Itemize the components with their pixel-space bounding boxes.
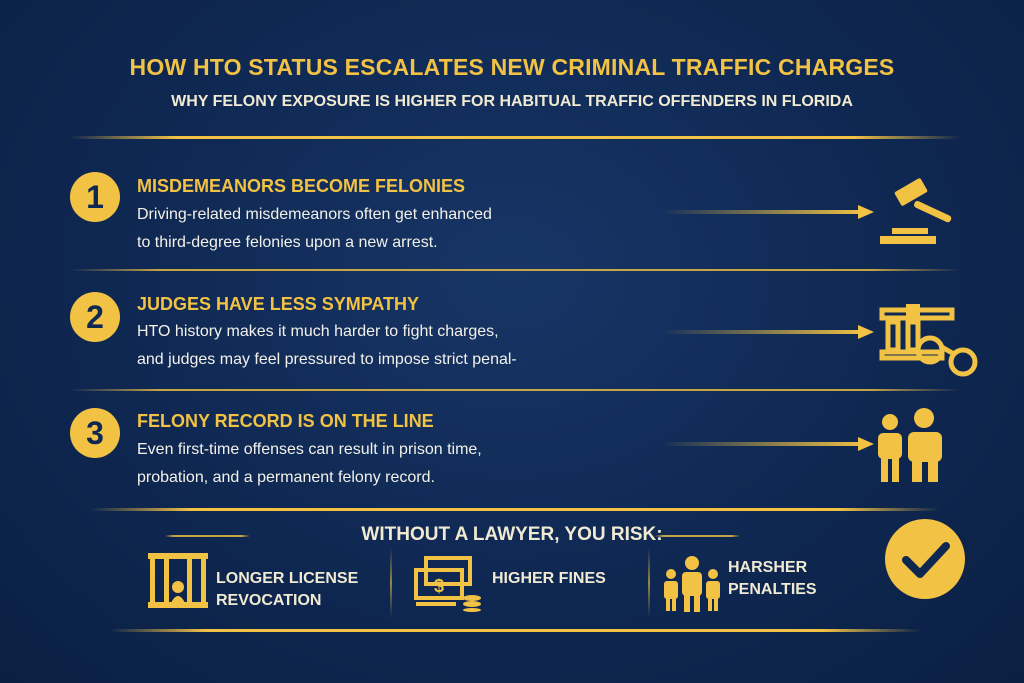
step-description: HTO history makes it much harder to figh…	[137, 318, 617, 374]
description-line: and judges may feel pressured to impose …	[137, 351, 517, 368]
risk-label: HIGHER FINES	[492, 570, 606, 587]
arrow-icon	[660, 325, 874, 339]
step-number: 3	[70, 408, 120, 458]
risk-title: WITHOUT A LAWYER, YOU RISK:	[361, 524, 663, 545]
divider	[648, 548, 650, 618]
risk-item: LONGER LICENSE REVOCATION	[216, 568, 358, 612]
risk-label: PENALTIES	[728, 581, 817, 598]
description-line: probation, and a permanent felony record…	[137, 469, 435, 486]
step-description: Driving-related misdemeanors often get e…	[137, 201, 617, 257]
description-line: Even first-time offenses can result in p…	[137, 441, 482, 458]
divider	[90, 508, 940, 511]
people-icon	[878, 408, 942, 482]
risk-label: REVOCATION	[216, 592, 322, 609]
jail-icon	[148, 553, 208, 608]
page-title: HOW HTO STATUS ESCALATES NEW CRIMINAL TR…	[129, 54, 895, 80]
svg-text:$: $	[434, 576, 444, 596]
divider	[70, 136, 960, 139]
risk-label: HARSHER	[728, 559, 808, 576]
step-description: Even first-time offenses can result in p…	[137, 436, 617, 492]
step-heading: JUDGES HAVE LESS SYMPATHY	[137, 294, 420, 314]
arrow-icon	[660, 205, 874, 219]
step-heading: MISDEMEANORS BECOME FELONIES	[137, 176, 466, 196]
divider	[70, 269, 960, 271]
description-line: to third-degree felonies upon a new arre…	[137, 234, 438, 251]
arrow-icon	[660, 437, 874, 451]
checkmark-icon	[885, 519, 965, 599]
family-icon	[664, 556, 720, 612]
divider	[655, 535, 740, 537]
divider	[165, 535, 250, 537]
page-subtitle: WHY FELONY EXPOSURE IS HIGHER FOR HABITU…	[171, 93, 853, 110]
courthouse-handcuffs-icon	[879, 304, 978, 377]
risk-label: LONGER LICENSE	[216, 570, 359, 587]
description-line: Driving-related misdemeanors often get e…	[137, 206, 492, 223]
description-line: HTO history makes it much harder to figh…	[137, 323, 499, 340]
step-heading: FELONY RECORD IS ON THE LINE	[137, 411, 434, 431]
divider	[110, 629, 920, 632]
risk-item: HIGHER FINES	[492, 568, 606, 590]
step-number: 2	[70, 292, 120, 342]
money-icon: $	[414, 556, 481, 612]
divider	[390, 548, 392, 618]
step-number: 1	[70, 172, 120, 222]
risk-item: HARSHER PENALTIES	[728, 557, 817, 601]
gavel-icon	[880, 178, 952, 244]
divider	[70, 389, 960, 391]
